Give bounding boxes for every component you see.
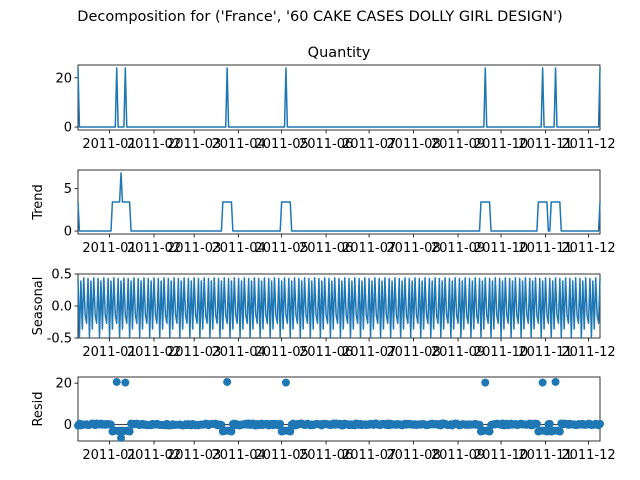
resid-point: [217, 420, 226, 429]
resid-point: [538, 378, 547, 387]
x-tick-label: 2011-10: [474, 345, 528, 360]
x-tick-label: 2011-01: [82, 345, 136, 360]
x-tick-label: 2011-06: [299, 137, 353, 152]
x-tick-label: 2011-02: [127, 241, 181, 256]
x-tick-label: 2011-04: [211, 241, 265, 256]
x-tick-label: 2011-02: [127, 448, 181, 463]
figure-suptitle: Decomposition for ('France', '60 CAKE CA…: [77, 9, 562, 25]
trend-line: [77, 172, 601, 232]
panel-frame: [77, 376, 601, 442]
resid-point: [125, 427, 134, 436]
y-tick-label: 0.5: [51, 268, 72, 283]
resid-point: [532, 419, 541, 428]
resid-point: [112, 377, 121, 386]
resid-point: [117, 433, 126, 442]
resid-point: [475, 420, 484, 429]
x-tick-label: 2011-09: [431, 241, 485, 256]
x-tick-label: 2011-10: [474, 241, 528, 256]
y-tick-label: 0: [64, 121, 72, 136]
x-tick-label: 2011-12: [561, 241, 615, 256]
x-tick-label: 2011-07: [342, 241, 396, 256]
x-tick-label: 2011-12: [561, 137, 615, 152]
panel-title: Quantity: [308, 45, 371, 61]
y-tick-label: 20: [55, 71, 72, 86]
x-tick-label: 2011-07: [342, 137, 396, 152]
x-tick-label: 2011-04: [211, 448, 265, 463]
x-tick-label: 2011-05: [254, 448, 308, 463]
panel-2: -0.50.00.52011-012011-022011-032011-0420…: [31, 268, 616, 361]
y-tick-label: 20: [55, 377, 72, 392]
x-tick-label: 2011-11: [518, 448, 572, 463]
x-tick-label: 2011-06: [299, 448, 353, 463]
x-tick-label: 2011-03: [167, 137, 221, 152]
resid-point: [555, 427, 564, 436]
resid-point: [276, 419, 285, 428]
x-tick-label: 2011-06: [299, 241, 353, 256]
panel-frame: [77, 169, 601, 235]
x-tick-label: 2011-08: [386, 448, 440, 463]
x-tick-label: 2011-10: [474, 448, 528, 463]
x-tick-label: 2011-11: [518, 137, 572, 152]
x-tick-label: 2011-07: [342, 345, 396, 360]
resid-point: [481, 378, 490, 387]
x-tick-label: 2011-05: [254, 345, 308, 360]
resid-point: [106, 420, 115, 429]
y-tick-label: 0: [64, 225, 72, 240]
panel-ylabel: Resid: [31, 391, 46, 426]
x-tick-label: 2011-03: [167, 448, 221, 463]
panel-1: 052011-012011-022011-032011-042011-05201…: [31, 169, 616, 256]
resid-point: [551, 377, 560, 386]
resid-point: [281, 378, 290, 387]
x-tick-label: 2011-03: [167, 345, 221, 360]
x-tick-label: 2011-04: [211, 345, 265, 360]
x-tick-label: 2011-12: [561, 345, 615, 360]
x-tick-label: 2011-02: [127, 137, 181, 152]
panels: 0202011-012011-022011-032011-042011-0520…: [31, 45, 616, 463]
x-tick-label: 2011-09: [431, 448, 485, 463]
x-tick-label: 2011-01: [82, 137, 136, 152]
resid-point: [286, 427, 295, 436]
seasonal-line: [77, 277, 601, 339]
y-tick-label: 0.0: [51, 300, 72, 315]
x-tick-label: 2011-08: [386, 241, 440, 256]
resid-point: [485, 427, 494, 436]
x-tick-label: 2011-10: [474, 137, 528, 152]
x-tick-label: 2011-05: [254, 241, 308, 256]
x-tick-label: 2011-08: [386, 137, 440, 152]
x-tick-label: 2011-04: [211, 137, 265, 152]
resid-point: [223, 377, 232, 386]
quantity-line: [77, 67, 601, 128]
x-tick-label: 2011-07: [342, 448, 396, 463]
x-tick-label: 2011-01: [82, 241, 136, 256]
resid-point: [545, 419, 554, 428]
x-tick-label: 2011-09: [431, 137, 485, 152]
x-tick-label: 2011-08: [386, 345, 440, 360]
resid-point: [121, 378, 130, 387]
panel-3: 0202011-012011-022011-032011-042011-0520…: [31, 376, 616, 463]
x-tick-label: 2011-03: [167, 241, 221, 256]
panel-ylabel: Seasonal: [31, 277, 46, 336]
y-tick-label: 0: [64, 418, 72, 433]
panel-frame: [77, 64, 601, 131]
resid-point: [227, 427, 236, 436]
x-tick-label: 2011-09: [431, 345, 485, 360]
y-tick-label: 5: [64, 182, 72, 197]
x-tick-label: 2011-01: [82, 448, 136, 463]
x-tick-label: 2011-12: [561, 448, 615, 463]
x-tick-label: 2011-05: [254, 137, 308, 152]
panel-0: 0202011-012011-022011-032011-042011-0520…: [55, 45, 615, 152]
x-tick-label: 2011-06: [299, 345, 353, 360]
x-tick-label: 2011-11: [518, 345, 572, 360]
x-tick-label: 2011-11: [518, 241, 572, 256]
resid-point: [596, 419, 604, 428]
x-tick-label: 2011-02: [127, 345, 181, 360]
panel-ylabel: Trend: [31, 184, 46, 221]
y-tick-label: -0.5: [47, 332, 72, 347]
